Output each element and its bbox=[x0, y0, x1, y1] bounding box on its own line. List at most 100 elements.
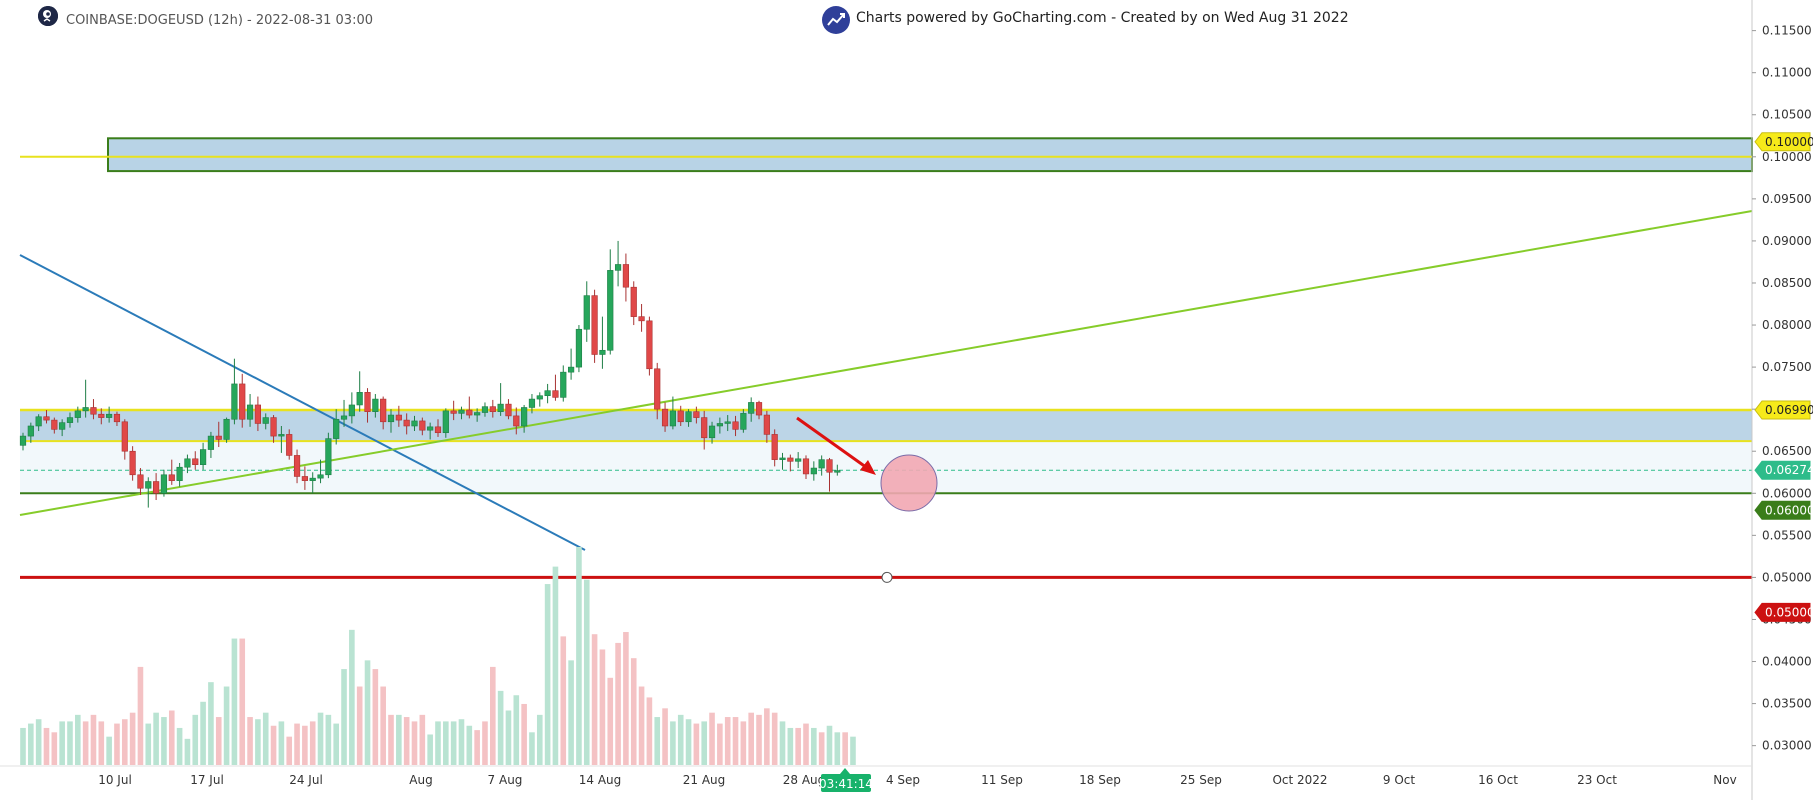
candle bbox=[278, 425, 285, 453]
candle-down bbox=[450, 410, 457, 414]
volume-bar bbox=[153, 712, 159, 765]
mid-support-zone bbox=[20, 410, 1752, 442]
candle bbox=[19, 432, 27, 451]
volume-bar bbox=[341, 669, 347, 765]
candle bbox=[489, 399, 496, 418]
volume-bar bbox=[43, 727, 50, 765]
candle bbox=[732, 415, 739, 437]
volume-bar bbox=[278, 721, 285, 765]
candle bbox=[708, 421, 716, 444]
candle-up bbox=[106, 413, 113, 418]
y-tick-label: 0.04000 bbox=[1762, 655, 1812, 669]
volume-bar bbox=[427, 734, 433, 765]
volume-bar bbox=[106, 736, 112, 765]
volume-bar bbox=[388, 714, 394, 765]
candle-down bbox=[802, 458, 810, 475]
candle-down bbox=[622, 264, 630, 288]
candle bbox=[317, 459, 324, 484]
y-tick-label: 0.11500 bbox=[1762, 24, 1812, 38]
candle-down bbox=[121, 421, 128, 452]
candle bbox=[481, 402, 489, 417]
volume-bar bbox=[795, 727, 801, 765]
volume-bar bbox=[59, 721, 65, 765]
candle-up bbox=[724, 421, 731, 424]
volume-bar bbox=[333, 723, 339, 765]
candle bbox=[153, 473, 160, 501]
y-tick-label: 0.09000 bbox=[1762, 234, 1812, 248]
candle bbox=[411, 415, 418, 432]
x-tick-label: 25 Sep bbox=[1180, 773, 1222, 787]
candle-down bbox=[98, 413, 105, 418]
price-tag-label: 0.06990 bbox=[1765, 403, 1813, 417]
candle-up bbox=[614, 264, 622, 271]
volume-bar bbox=[646, 697, 653, 765]
candle bbox=[207, 431, 215, 458]
volume-bar bbox=[215, 717, 222, 765]
volume-bar bbox=[654, 717, 661, 765]
line-handle-icon bbox=[881, 571, 893, 583]
volume-bar bbox=[200, 701, 206, 765]
candle bbox=[286, 429, 293, 460]
candle bbox=[567, 348, 575, 380]
volume-bar bbox=[466, 725, 473, 765]
price-tag-box bbox=[1754, 500, 1811, 520]
candle bbox=[301, 466, 308, 490]
annotations-layer bbox=[796, 416, 938, 583]
candle bbox=[51, 417, 58, 434]
candle-up bbox=[497, 403, 504, 412]
candle bbox=[607, 249, 614, 355]
chart-trend-icon bbox=[822, 6, 850, 34]
candle-up bbox=[474, 412, 481, 416]
volume-bar bbox=[529, 732, 535, 765]
volume-bar bbox=[450, 721, 457, 765]
candle-down bbox=[293, 455, 301, 477]
volume-bar bbox=[591, 634, 598, 765]
volume-bar bbox=[302, 725, 308, 765]
candle-down bbox=[301, 476, 308, 481]
volume-bar bbox=[121, 719, 128, 765]
volume-bar bbox=[826, 725, 833, 765]
candle bbox=[106, 406, 113, 423]
candle bbox=[818, 455, 825, 476]
candle-up bbox=[481, 406, 489, 413]
candle-up bbox=[669, 410, 676, 427]
candle-down bbox=[239, 383, 246, 420]
candle-down bbox=[661, 408, 669, 427]
candle-down bbox=[591, 295, 598, 355]
candle-down bbox=[395, 414, 402, 421]
candle bbox=[192, 451, 199, 470]
candle bbox=[458, 406, 465, 420]
candle bbox=[795, 452, 802, 469]
price-tag-0-05000: 0.05000 bbox=[1754, 602, 1813, 622]
candle bbox=[364, 388, 371, 423]
price-tag-0-10000: 0.10000 bbox=[1754, 132, 1813, 152]
volume-bar bbox=[771, 712, 778, 765]
candle bbox=[528, 394, 536, 414]
powered-by-text: Charts powered by GoCharting.com - Creat… bbox=[856, 10, 1349, 26]
x-tick-label: 28 Aug bbox=[783, 773, 826, 787]
candle bbox=[168, 459, 175, 485]
volume-bar bbox=[255, 719, 261, 765]
candle bbox=[121, 419, 128, 460]
candle bbox=[246, 394, 254, 427]
candle-down bbox=[270, 417, 277, 437]
candle bbox=[66, 412, 74, 428]
upper-resistance-zone bbox=[107, 137, 1753, 173]
candle bbox=[387, 409, 395, 433]
candle bbox=[98, 408, 105, 425]
y-tick-label: 0.08500 bbox=[1762, 276, 1812, 290]
candle-up bbox=[278, 434, 285, 437]
candle bbox=[802, 455, 810, 479]
candle bbox=[129, 446, 136, 481]
candle-up bbox=[160, 474, 168, 494]
candle-up bbox=[748, 402, 755, 414]
x-tick-label: 23 Oct bbox=[1577, 773, 1617, 787]
candle-up bbox=[333, 418, 340, 439]
candle-up bbox=[708, 425, 716, 439]
candle-up bbox=[223, 418, 230, 440]
volume-bar bbox=[818, 732, 825, 765]
volume-bar bbox=[239, 638, 246, 765]
x-tick-label: 17 Jul bbox=[190, 773, 224, 787]
